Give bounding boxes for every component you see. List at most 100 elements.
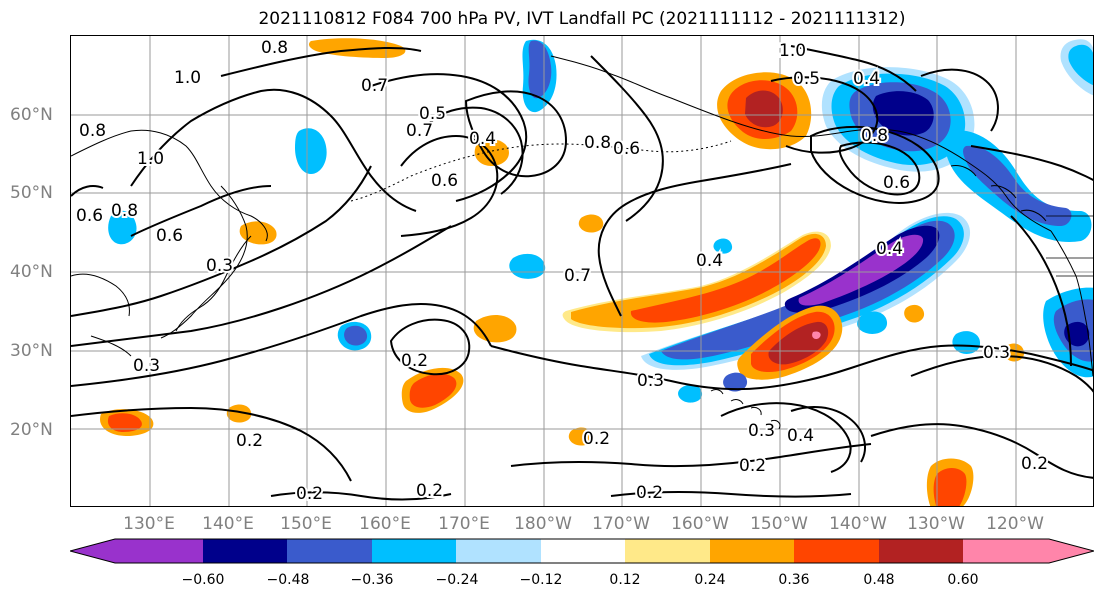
coastlines (71, 55, 1093, 430)
cb-tick-5: −0.12 (519, 572, 563, 588)
contour-line-29 (1010, 215, 1072, 367)
contour-label-20: 0.4 (696, 251, 723, 271)
contour-line-24 (610, 490, 852, 498)
contour-line-17 (970, 145, 1093, 182)
contour-label-27: 0.3 (983, 343, 1010, 363)
shade-sub-blue-6 (723, 372, 748, 392)
lat-label-50n: 50°N (10, 183, 53, 203)
colorbar-segments (70, 539, 1094, 563)
colorbar-segment-10 (879, 539, 963, 563)
contour-line-16 (920, 68, 999, 132)
lon-label-160e: 160°E (359, 514, 411, 534)
contour-label-26: 0.3 (637, 371, 664, 391)
coast-asia (71, 129, 268, 357)
cb-tick-4: −0.24 (435, 572, 479, 588)
contour-label-6: 0.8 (79, 121, 106, 141)
colorbar-outline (70, 538, 1094, 564)
contour-line-28 (910, 354, 1093, 393)
lat-label-40n: 40°N (10, 262, 53, 282)
contour-label-29: 0.2 (296, 484, 323, 504)
contour-label-35: 0.2 (739, 456, 766, 476)
shade-small-orange-2 (226, 404, 252, 423)
map-panel: 0.8 1.0 0.7 0.5 0.4 0.8 0.7 0.6 0.6 0.8 … (70, 35, 1094, 507)
contour-label-2: 1.0 (174, 68, 201, 88)
shade-posband-orange (571, 233, 826, 329)
contour-label-4: 0.5 (419, 104, 446, 124)
colorbar-segment-6 (541, 539, 625, 563)
contour-label-19: 0.6 (883, 173, 910, 193)
lat-label-30n: 30°N (10, 341, 53, 361)
lon-label-140e: 140°E (202, 514, 254, 534)
colorbar (70, 538, 1094, 564)
colorbar-segment-1 (70, 539, 203, 563)
map-canvas: 0.8 1.0 0.7 0.5 0.4 0.8 0.7 0.6 0.6 0.8 … (71, 36, 1093, 506)
shade-small-cyan-4 (713, 238, 733, 254)
shading-layer (100, 38, 1093, 506)
contour-label-5: 0.4 (469, 129, 496, 149)
coast-bc-islands (950, 165, 1047, 222)
colorbar-segment-3 (287, 539, 372, 563)
contour-label-3: 0.7 (361, 76, 388, 96)
contour-label-17: 0.4 (853, 69, 880, 89)
contour-label-25: 0.2 (401, 351, 428, 371)
contour-label-14: 0.6 (613, 139, 640, 159)
colorbar-segment-8 (710, 539, 794, 563)
colorbar-segment-11 (963, 539, 1094, 563)
colorbar-segment-2 (203, 539, 287, 563)
lon-label-150e: 150°E (280, 514, 332, 534)
contour-label-16: 0.5 (793, 69, 820, 89)
cb-tick-1: −0.60 (181, 572, 225, 588)
lat-label-60n: 60°N (10, 105, 53, 125)
contour-line-18 (71, 303, 492, 387)
colorbar-segment-9 (794, 539, 879, 563)
coast-japan (175, 235, 252, 332)
contour-label-12: 0.6 (156, 226, 183, 246)
pv-contours (71, 45, 1093, 501)
contour-line-30 (71, 185, 104, 197)
contour-label-34: 0.4 (787, 426, 814, 446)
shade-aleut-cyan (295, 128, 327, 174)
contour-line-23 (510, 443, 872, 468)
contour-label-1: 0.8 (261, 38, 288, 58)
contour-label-22: 0.7 (564, 266, 591, 286)
shade-small-cyan-5 (857, 311, 888, 334)
coast-alaska (550, 55, 1052, 232)
lon-label-170e: 170°E (438, 514, 490, 534)
shade-posband-red (630, 238, 821, 323)
shade-e-cyan-2 (952, 331, 981, 354)
cb-tick-7: 0.24 (694, 572, 726, 588)
shade-mid-blue-1 (344, 325, 368, 346)
contour-label-13: 1.0 (779, 41, 806, 61)
contour-label-23: 0.3 (133, 356, 160, 376)
contour-line-3 (130, 185, 272, 237)
contour-label-9: 0.6 (76, 206, 103, 226)
contour-line-10 (597, 163, 792, 317)
contour-line-11 (590, 55, 664, 222)
contour-label-31: 0.2 (583, 429, 610, 449)
contour-label-11: 1.0 (137, 149, 164, 169)
shade-se-pink (812, 331, 821, 340)
contour-line-25 (720, 402, 852, 473)
lon-label-150w: 150°W (750, 514, 808, 534)
cb-tick-3: −0.36 (350, 572, 394, 588)
shade-small-orange-3 (578, 214, 604, 233)
shade-band-purple (798, 234, 924, 306)
contour-line-15 (838, 141, 921, 196)
coast-na-west (1050, 230, 1093, 377)
contour-line-4 (71, 165, 372, 317)
lon-label-120w: 120°W (986, 514, 1044, 534)
shade-bering-n-blue (528, 40, 552, 99)
contour-line-13 (770, 76, 879, 154)
colorbar-segment-7 (625, 539, 710, 563)
contour-labels: 0.8 1.0 0.7 0.5 0.4 0.8 0.7 0.6 0.6 0.8 … (74, 36, 1050, 506)
shade-small-orange-6 (904, 304, 925, 323)
contour-line-12 (790, 45, 917, 92)
contour-label-10: 0.8 (111, 201, 138, 221)
shade-small-cyan-3 (509, 253, 546, 279)
contour-label-21: 0.4 (876, 239, 903, 259)
lon-label-130e: 130°E (123, 514, 175, 534)
contour-line-1 (220, 46, 422, 77)
cb-tick-10: 0.60 (947, 572, 979, 588)
contour-line-14 (810, 125, 940, 204)
contour-label-30: 0.2 (416, 481, 443, 501)
